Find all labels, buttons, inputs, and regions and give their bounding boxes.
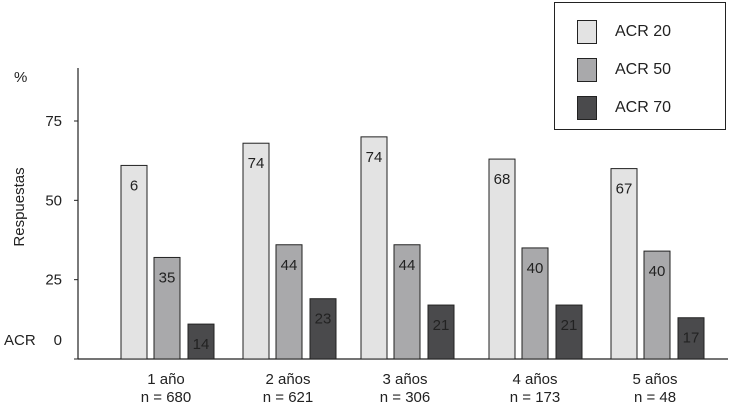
bar-value-label: 40: [527, 260, 544, 277]
bar-value-label: 40: [649, 263, 666, 280]
y-unit-label: %: [14, 69, 27, 86]
bar-value-label: 21: [433, 317, 450, 334]
bar: [488, 158, 516, 360]
bar: [187, 323, 215, 360]
bar-value-label: 6: [130, 177, 138, 194]
legend-swatch-acr50: [577, 58, 597, 82]
bar-value-label: 67: [616, 181, 633, 198]
x-tick-sublabel: n = 306: [380, 389, 430, 406]
legend: ACR 20 ACR 50 ACR 70: [554, 2, 726, 130]
chart-axes: 0 25 50 75% ACR Respuestas: [4, 68, 728, 360]
x-tick-label: 3 años: [382, 371, 427, 388]
y-axis-title: Respuestas: [11, 167, 28, 246]
bar: [309, 298, 337, 360]
legend-item-acr20: ACR 20: [577, 19, 671, 45]
legend-swatch-acr20: [577, 20, 597, 44]
x-tick-label: 4 años: [512, 371, 557, 388]
y-tick-label: 75: [45, 113, 62, 130]
x-tick-sublabel: n = 173: [510, 389, 560, 406]
bar: [677, 317, 705, 360]
y-tick-label: 50: [45, 192, 62, 209]
legend-item-acr50: ACR 50: [577, 57, 671, 83]
bar: [521, 247, 549, 360]
bar: [555, 304, 583, 360]
bar: [393, 244, 421, 360]
legend-swatch-acr70: [577, 96, 597, 120]
bar-value-label: 35: [159, 269, 176, 286]
bar: [275, 244, 303, 360]
bar-value-label: 44: [281, 257, 298, 274]
y-zero-label: ACR: [4, 332, 36, 349]
bar-value-label: 14: [193, 336, 210, 353]
legend-item-acr70: ACR 70: [577, 95, 671, 121]
y-tick-label: 0: [54, 332, 62, 349]
x-tick-label: 5 años: [632, 371, 677, 388]
legend-label-acr50: ACR 50: [615, 61, 672, 78]
legend-label-acr20: ACR 20: [615, 23, 672, 40]
bar: [242, 142, 270, 360]
bar-value-label: 23: [315, 311, 332, 328]
x-tick-label: 1 año: [147, 371, 185, 388]
legend-label-acr70: ACR 70: [615, 99, 672, 116]
bar: [610, 168, 638, 360]
bar-value-label: 44: [399, 257, 416, 274]
bar-value-label: 68: [494, 171, 511, 188]
bar: [427, 304, 455, 360]
x-tick-sublabel: n = 48: [634, 389, 676, 406]
bar-value-label: 17: [683, 330, 700, 347]
y-tick-label: 25: [45, 272, 62, 289]
chart-bars: [120, 136, 705, 360]
bar-value-label: 21: [561, 317, 578, 334]
bar: [643, 250, 671, 360]
x-tick-sublabel: n = 680: [141, 389, 191, 406]
x-tick-label: 2 años: [265, 371, 310, 388]
bar-value-label: 74: [248, 155, 265, 172]
bar: [153, 256, 181, 360]
bar: [120, 164, 148, 360]
x-tick-sublabel: n = 621: [263, 389, 313, 406]
bar-value-label: 74: [366, 149, 383, 166]
bar: [360, 136, 388, 360]
